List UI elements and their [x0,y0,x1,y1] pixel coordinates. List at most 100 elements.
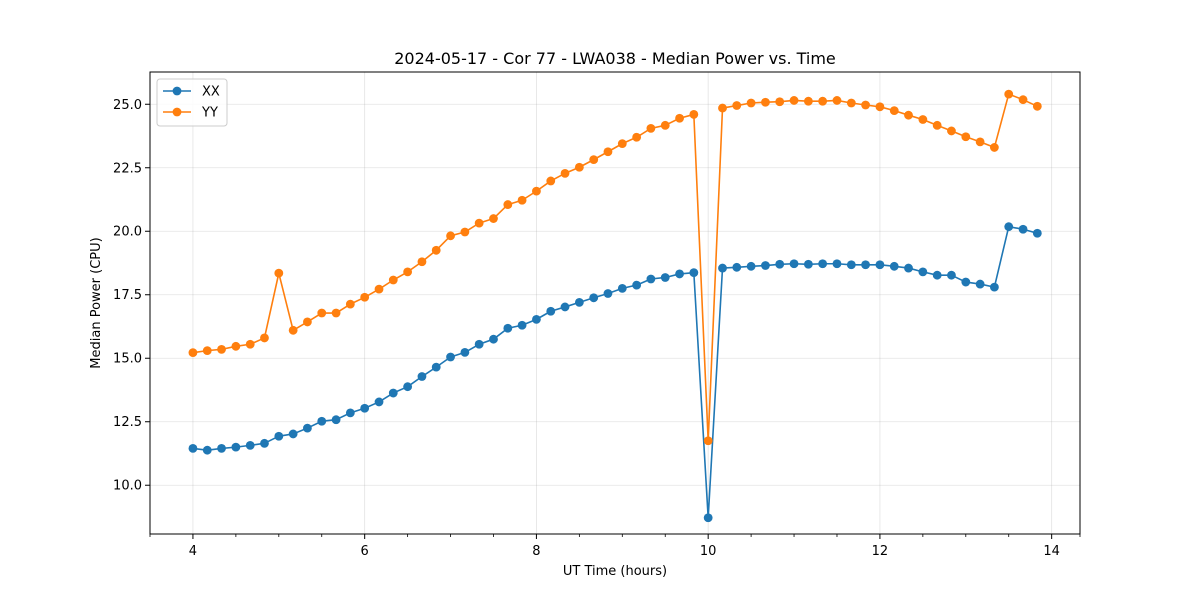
data-point-xx [660,273,670,282]
data-point-yy [646,123,656,133]
data-point-yy [889,106,899,116]
data-point-xx [617,283,627,293]
plot-area-frame [149,71,1081,535]
data-point-yy [961,132,971,142]
data-point-xx [431,362,441,372]
x-tick-label: 8 [532,544,540,559]
data-point-xx [961,277,971,287]
data-point-xx [875,260,885,270]
data-point-xx [245,440,255,450]
data-point-yy [775,97,785,107]
data-point-xx [947,270,956,280]
data-point-yy [789,96,799,105]
data-point-xx [188,444,198,453]
series-group [188,89,1042,523]
data-point-yy [617,139,627,149]
data-point-xx [345,408,355,418]
data-point-xx [417,372,427,381]
data-point-yy [718,103,727,113]
data-point-yy [317,308,327,318]
x-tick-label: 14 [1043,544,1060,559]
data-point-xx [746,261,756,271]
data-point-xx [803,259,813,269]
legend: XX YY [156,78,228,127]
data-point-yy [660,120,670,130]
data-point-yy [388,275,398,285]
data-point-xx [1018,224,1028,234]
y-tick-label: 22.5 [113,161,142,176]
data-point-xx [517,320,527,330]
y-tick-label: 20.0 [113,225,142,240]
x-tick-label: 4 [189,544,197,559]
data-point-yy [875,102,885,112]
series-xx [188,222,1042,523]
data-point-xx [560,302,570,312]
legend-item-xx: XX [163,85,220,100]
data-point-yy [245,339,255,349]
data-point-xx [675,269,684,279]
data-point-xx [589,293,599,303]
data-point-yy [846,98,856,108]
data-point-yy [517,195,527,205]
y-tick-label: 25.0 [113,98,142,113]
data-point-yy [374,284,384,294]
data-point-xx [632,280,642,290]
data-point-xx [260,438,269,448]
data-point-xx [975,279,985,289]
data-point-yy [975,137,985,147]
data-point-xx [904,263,913,273]
chart-title: 2024-05-17 - Cor 77 - LWA038 - Median Po… [394,49,836,68]
x-axis-label: UT Time (hours) [563,564,667,579]
data-point-yy [703,436,713,446]
data-point-yy [632,132,642,142]
y-tick-label: 12.5 [113,415,142,430]
data-point-yy [532,186,541,196]
data-point-xx [861,260,870,270]
series-yy [188,89,1042,446]
data-point-yy [761,97,770,107]
data-point-xx [532,314,541,324]
data-point-yy [932,120,942,130]
data-point-yy [1004,89,1014,99]
data-point-xx [603,289,613,298]
data-point-yy [918,115,928,124]
data-point-xx [274,431,284,441]
x-tick-label: 6 [361,544,369,559]
data-point-xx [732,262,742,272]
data-point-xx [889,261,899,271]
data-point-yy [818,96,828,106]
data-point-yy [947,126,956,136]
data-point-yy [832,96,842,105]
data-point-yy [260,333,269,343]
data-point-yy [431,245,441,255]
data-point-xx [1004,222,1014,232]
data-point-yy [460,227,470,237]
data-point-yy [675,113,684,123]
data-point-yy [1032,101,1042,111]
data-point-xx [360,403,370,413]
x-tick-label: 10 [700,544,717,559]
y-axis: 10.0 12.5 15.0 17.5 20.0 22.5 25.0 [113,98,150,494]
data-point-xx [718,263,727,273]
data-point-xx [217,444,226,453]
data-point-yy [331,308,341,318]
data-point-xx [846,260,856,270]
data-point-xx [489,334,498,344]
data-point-yy [446,231,455,241]
data-point-yy [603,147,613,157]
data-point-yy [904,110,913,120]
data-point-yy [231,341,241,351]
data-point-yy [217,344,226,354]
data-point-xx [818,259,828,269]
y-tick-label: 17.5 [113,288,142,303]
data-point-yy [288,325,298,335]
data-point-xx [446,352,455,362]
data-point-yy [360,292,370,302]
data-point-yy [1018,95,1028,105]
data-point-yy [746,98,756,108]
legend-marker [172,86,182,96]
data-point-xx [546,306,556,316]
data-point-xx [918,267,928,277]
y-tick-label: 10.0 [113,479,142,494]
